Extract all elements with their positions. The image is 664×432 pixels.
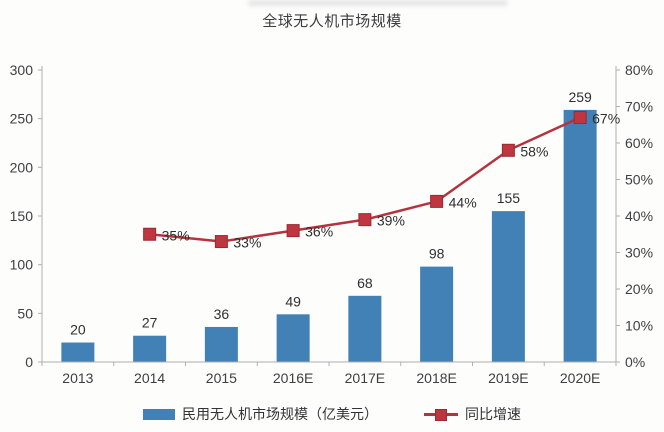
left-axis-tick-label: 200 bbox=[10, 159, 34, 175]
bar-2013 bbox=[61, 342, 95, 362]
line-marker-2020E bbox=[573, 110, 587, 124]
bar-series-swatch bbox=[143, 408, 175, 420]
right-axis-tick-label: 30% bbox=[625, 245, 653, 261]
line-value-label: 58% bbox=[520, 143, 548, 159]
bar-value-label: 155 bbox=[497, 190, 521, 206]
x-axis-category-label: 2018E bbox=[416, 370, 456, 386]
right-axis-tick-label: 80% bbox=[625, 62, 653, 78]
line-marker-2014 bbox=[143, 227, 157, 241]
bar-value-label: 68 bbox=[357, 275, 373, 291]
line-value-label: 44% bbox=[449, 194, 477, 210]
bar-2016E bbox=[276, 314, 310, 362]
legend-item-growth-rate: 同比增速 bbox=[424, 404, 521, 424]
bar-value-label: 98 bbox=[429, 246, 445, 262]
line-value-label: 35% bbox=[162, 227, 190, 243]
line-value-label: 39% bbox=[377, 213, 405, 229]
line-marker-2019E bbox=[501, 143, 515, 157]
left-axis-tick-label: 0 bbox=[25, 354, 33, 370]
left-axis-tick-label: 150 bbox=[10, 208, 34, 224]
bar-2019E bbox=[491, 211, 525, 362]
bar-2018E bbox=[420, 266, 454, 362]
x-axis-category-label: 2017E bbox=[345, 370, 385, 386]
bar-2020E bbox=[563, 109, 597, 362]
legend-label-market-size: 民用无人机市场规模（亿美元） bbox=[182, 406, 378, 422]
right-axis-tick-label: 50% bbox=[625, 172, 653, 188]
line-marker-2016E bbox=[286, 224, 300, 238]
line-marker-2017E bbox=[358, 213, 372, 227]
line-marker-2015 bbox=[214, 235, 228, 249]
line-value-label: 33% bbox=[233, 235, 261, 251]
x-axis-category-label: 2014 bbox=[134, 370, 165, 386]
line-marker-2018E bbox=[430, 194, 444, 208]
right-axis-tick-label: 60% bbox=[625, 135, 653, 151]
bar-value-label: 49 bbox=[285, 293, 301, 309]
x-axis-category-label: 2015 bbox=[206, 370, 237, 386]
line-series-swatch bbox=[424, 408, 458, 421]
bar-2015 bbox=[204, 326, 238, 362]
right-axis-tick-label: 70% bbox=[625, 99, 653, 115]
bar-value-label: 20 bbox=[70, 322, 86, 338]
cropped-watermark-artifact bbox=[248, 0, 508, 6]
bar-2014 bbox=[133, 335, 167, 362]
right-axis-tick-label: 20% bbox=[625, 281, 653, 297]
chart-title: 全球无人机市场规模 bbox=[262, 13, 402, 30]
line-swatch-marker bbox=[435, 409, 447, 421]
bar-2017E bbox=[348, 295, 382, 362]
left-axis-tick-label: 100 bbox=[10, 257, 34, 273]
right-axis-tick-label: 0% bbox=[625, 354, 645, 370]
x-axis-category-label: 2013 bbox=[62, 370, 93, 386]
line-value-label: 36% bbox=[305, 224, 333, 240]
legend-item-market-size: 民用无人机市场规模（亿美元） bbox=[143, 404, 378, 424]
bar-value-label: 27 bbox=[142, 315, 158, 331]
right-axis-tick-label: 40% bbox=[625, 208, 653, 224]
legend: 民用无人机市场规模（亿美元） 同比增速 bbox=[0, 404, 664, 424]
left-axis-tick-label: 300 bbox=[10, 62, 34, 78]
bar-value-label: 36 bbox=[214, 306, 230, 322]
right-axis-tick-label: 10% bbox=[625, 318, 653, 334]
x-axis-category-label: 2020E bbox=[560, 370, 600, 386]
legend-label-growth-rate: 同比增速 bbox=[465, 406, 521, 422]
left-axis-tick-label: 50 bbox=[17, 305, 33, 321]
left-axis-tick-label: 250 bbox=[10, 111, 34, 127]
bar-value-label: 259 bbox=[568, 89, 592, 105]
x-axis-category-label: 2016E bbox=[273, 370, 313, 386]
line-value-label: 67% bbox=[592, 110, 620, 126]
x-axis-category-label: 2019E bbox=[488, 370, 528, 386]
